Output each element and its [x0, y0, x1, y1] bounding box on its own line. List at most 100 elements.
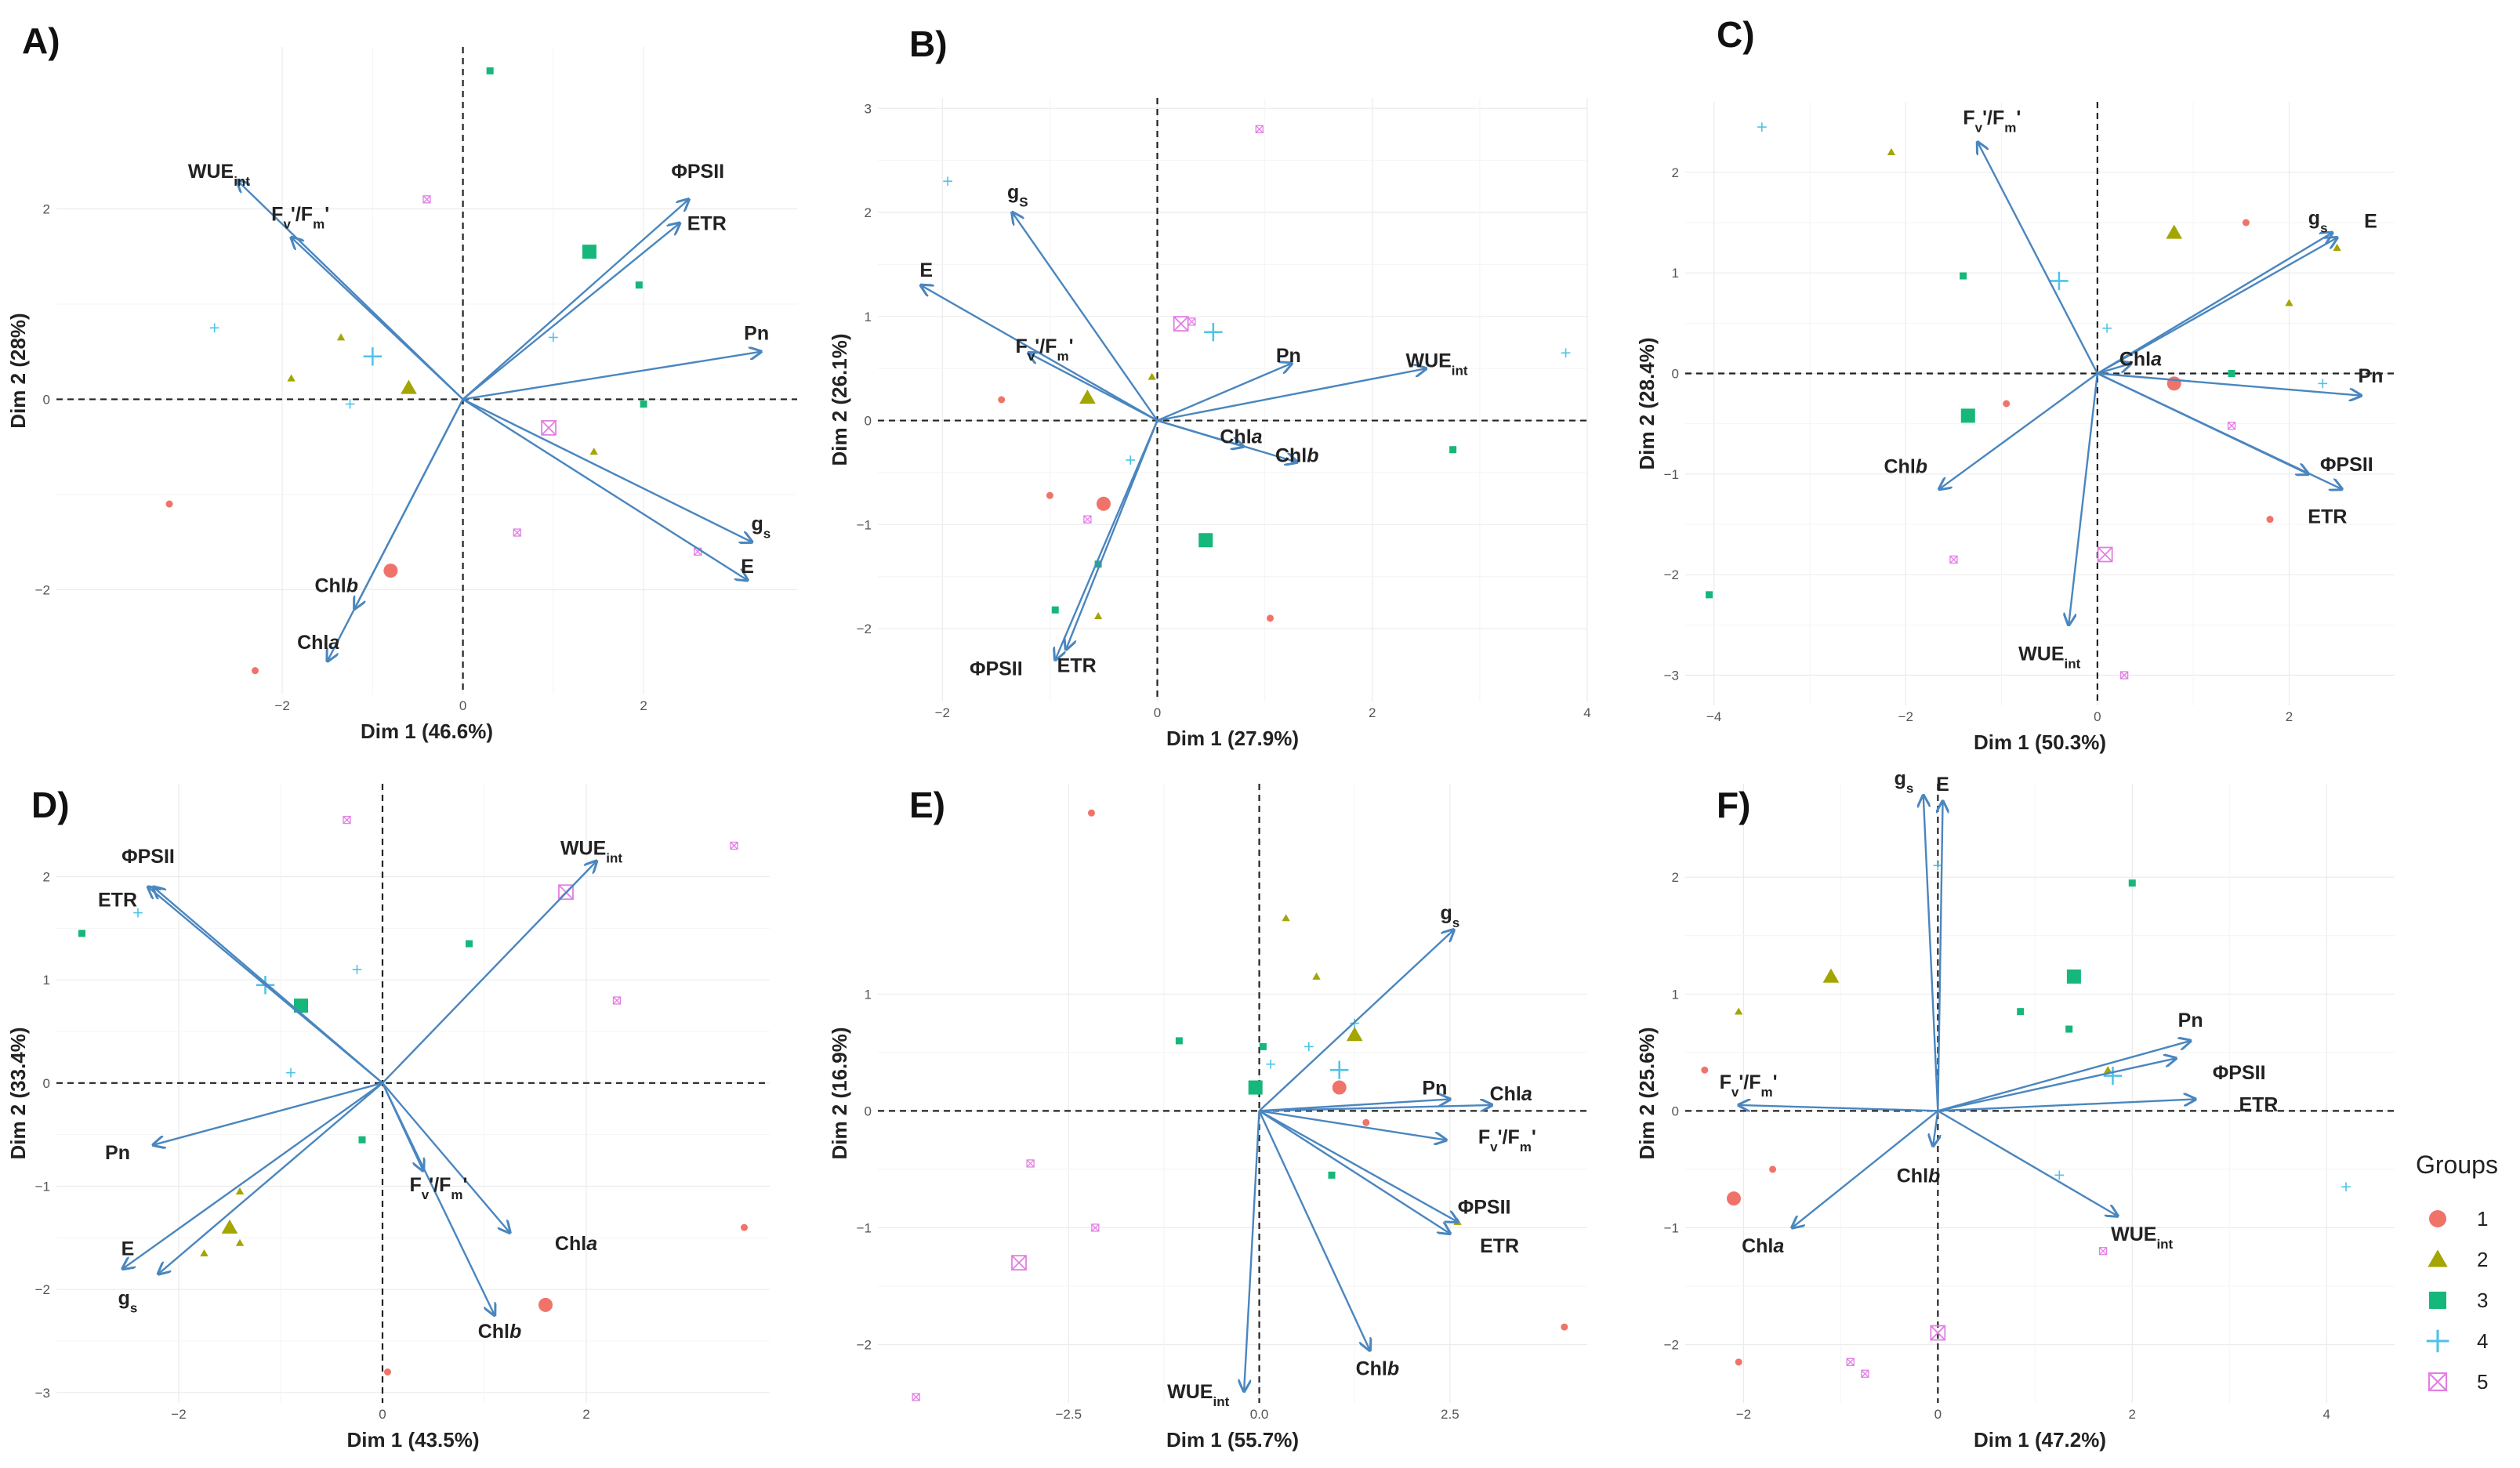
- vector-label: Fv'/Fm': [1720, 1071, 1778, 1100]
- y-tick-label: 1: [1672, 266, 1679, 281]
- observation-point: [2227, 422, 2236, 430]
- panel-letter: D): [31, 785, 70, 825]
- observation-point: [1093, 611, 1103, 620]
- vector-label: E: [919, 259, 933, 281]
- vector-label: Chlb: [314, 575, 358, 596]
- observation-point: [2098, 1247, 2108, 1256]
- zero-axes: [56, 784, 770, 1403]
- loading-vector: [1157, 364, 1292, 422]
- loading-vector: [1937, 1110, 2117, 1216]
- loading-vector: [1978, 142, 2098, 375]
- y-tick-label: 0: [865, 414, 872, 429]
- group-centroid-point: [1346, 1027, 1363, 1042]
- group-centroid-point: [1960, 408, 1975, 423]
- observation-point: [2318, 379, 2328, 389]
- observation-point: [2017, 1008, 2025, 1016]
- loading-vector: [462, 223, 680, 401]
- vector-label: ΦPSII: [671, 161, 724, 183]
- group-centroid-point: [1330, 1060, 1349, 1079]
- x-tick-label: 4: [2322, 1407, 2330, 1422]
- vector-label: Pn: [1276, 345, 1301, 367]
- y-tick-label: 2: [1672, 165, 1679, 180]
- observation-point: [1259, 1042, 1267, 1050]
- group-centroid-point: [2166, 224, 2183, 239]
- panel-letter: C): [1717, 14, 1755, 55]
- pca-panel-c: −4 −2 0 2 −3 −2 −1 0 1 2 Dim 1 (50.3%) Dim 2 (28.4%…: [1635, 14, 2395, 754]
- y-axis-title: Dim 2 (33.4%): [6, 1027, 30, 1159]
- group-centroid-point: [1726, 1191, 1741, 1206]
- observation-point: [165, 500, 173, 508]
- pca-panel-a: −2 0 2 −2 0 2 Dim 1 (46.6%) Dim 2 (28%) A) WUEint…: [6, 20, 797, 743]
- loading-vector: [2069, 373, 2099, 625]
- loading-vector: [148, 887, 383, 1084]
- vector-label: gs: [1440, 902, 1459, 930]
- loading-vector: [2097, 364, 2131, 375]
- vector-label: gs: [1895, 768, 1914, 796]
- observation-point: [998, 396, 1006, 404]
- loading-vector: [158, 1082, 383, 1274]
- plot-area: [1685, 102, 2395, 705]
- loading-vector: [1924, 796, 1939, 1111]
- vector-label: Chlb: [478, 1321, 522, 1343]
- vector-label: gS: [1007, 181, 1028, 209]
- zero-axes: [878, 98, 1587, 701]
- loading-vector: [1938, 801, 1942, 1111]
- legend-label: 2: [2477, 1248, 2488, 1271]
- observation-point: [336, 333, 346, 341]
- loading-vector: [154, 1082, 383, 1145]
- panel-letter: B): [909, 24, 948, 64]
- loading-vector: [1157, 419, 1297, 462]
- vector-label: WUEint: [2111, 1223, 2173, 1252]
- observation-point: [2054, 1170, 2065, 1180]
- x-tick-label: 0.0: [1250, 1407, 1269, 1422]
- vector-label: ΦPSII: [1458, 1197, 1511, 1219]
- observation-point: [1846, 1357, 1855, 1366]
- vector-label: Pn: [2358, 365, 2383, 387]
- loading-vector: [462, 199, 689, 401]
- observation-point: [235, 1238, 245, 1246]
- group-centroid-point: [383, 564, 398, 578]
- vector-label: gs: [2308, 208, 2328, 236]
- vector-label: ETR: [687, 213, 727, 235]
- observation-point: [741, 1223, 748, 1231]
- vector-label: WUEint: [2018, 643, 2080, 671]
- group-centroid-point: [582, 245, 596, 259]
- loading-vector: [381, 1082, 495, 1315]
- observation-point: [2128, 879, 2136, 887]
- vector-label: WUEint: [560, 838, 622, 866]
- y-tick-label: −1: [857, 1220, 872, 1235]
- x-tick-label: 2: [640, 698, 647, 713]
- vector-label: Pn: [744, 322, 769, 344]
- vector-label: WUEint: [188, 161, 250, 189]
- y-axis-title: Dim 2 (28%): [6, 313, 30, 428]
- observation-point: [1362, 1118, 1370, 1126]
- y-tick-label: 2: [1672, 870, 1679, 885]
- observation-point: [1312, 972, 1321, 980]
- vector-label: Chlb: [1884, 456, 1928, 478]
- observation-point: [2065, 1025, 2073, 1033]
- legend-label: 1: [2477, 1207, 2488, 1231]
- loading-vector: [2097, 372, 2342, 490]
- observation-point: [2285, 299, 2293, 306]
- pca-panel-d: −2 0 2 −3 −2 −1 0 1 2 Dim 1 (43.5%) Dim 2 (33.4%) D…: [6, 784, 770, 1452]
- x-tick-label: 4: [1583, 705, 1590, 720]
- observation-point: [384, 1368, 391, 1376]
- legend-label: 5: [2477, 1370, 2488, 1394]
- observation-point: [78, 930, 85, 937]
- y-tick-label: −3: [35, 1386, 50, 1401]
- loading-vector: [382, 1082, 510, 1233]
- vector-label: Fv'/Fm': [271, 204, 329, 232]
- loading-vector: [1259, 1099, 1450, 1112]
- loading-vector: [1792, 1110, 1939, 1227]
- observation-point: [1328, 1171, 1336, 1179]
- y-tick-label: −1: [1664, 467, 1679, 482]
- vector-label: ΦPSII: [970, 658, 1023, 680]
- y-tick-label: −3: [1664, 669, 1679, 683]
- y-tick-label: 1: [865, 987, 872, 1002]
- loading-vector: [1259, 1110, 1446, 1140]
- vector-label: Chla: [1490, 1083, 1532, 1105]
- loading-vector: [1066, 420, 1158, 650]
- observation-point: [640, 401, 647, 408]
- observation-point: [1735, 1007, 1743, 1015]
- loading-vector: [462, 352, 761, 401]
